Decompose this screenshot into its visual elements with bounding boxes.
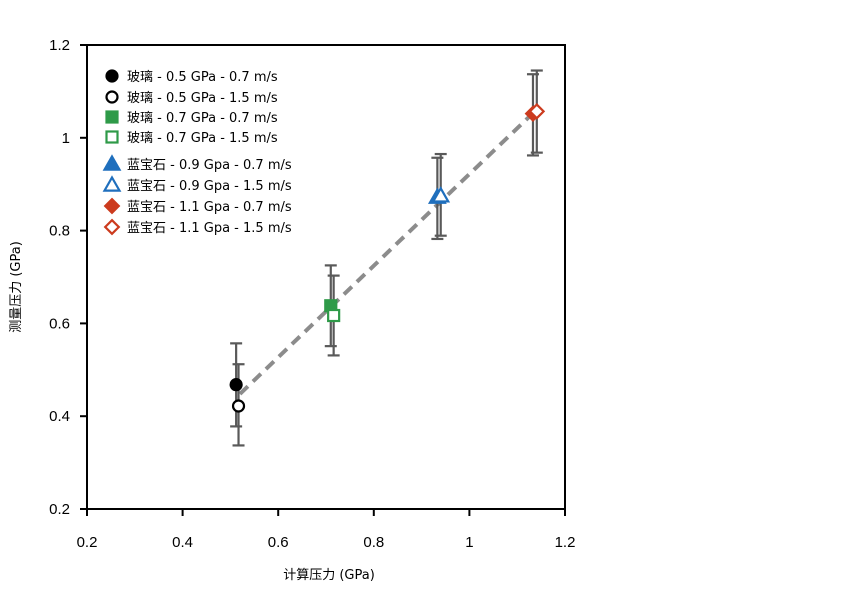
data-point bbox=[229, 378, 243, 392]
x-tick-label: 1.2 bbox=[555, 534, 576, 551]
data-point bbox=[231, 399, 246, 413]
legend-marker bbox=[103, 197, 121, 215]
x-tick-label: 0.8 bbox=[363, 534, 384, 551]
legend-label: 蓝宝石 - 0.9 Gpa - 1.5 m/s bbox=[127, 179, 292, 194]
x-tick-label: 0.2 bbox=[77, 534, 98, 551]
legend-marker bbox=[103, 218, 121, 236]
data-point bbox=[327, 308, 341, 323]
y-tick-label: 0.8 bbox=[49, 223, 70, 240]
y-tick-label: 0.2 bbox=[49, 501, 70, 518]
legend-label: 玻璃 - 0.7 GPa - 1.5 m/s bbox=[127, 131, 278, 146]
y-tick-label: 0.4 bbox=[49, 408, 70, 425]
x-axis-title: 计算压力 (GPa) bbox=[283, 568, 375, 583]
legend-label: 蓝宝石 - 1.1 Gpa - 0.7 m/s bbox=[127, 200, 292, 215]
x-tick-label: 0.4 bbox=[172, 534, 193, 551]
y-tick-label: 1.2 bbox=[49, 37, 70, 54]
legend-marker bbox=[105, 90, 119, 104]
legend-marker bbox=[105, 130, 119, 144]
y-tick-label: 0.6 bbox=[49, 315, 70, 332]
legend-marker bbox=[102, 175, 122, 192]
legend-label: 蓝宝石 - 0.9 Gpa - 0.7 m/s bbox=[127, 158, 292, 173]
legend-label: 玻璃 - 0.7 GPa - 0.7 m/s bbox=[127, 111, 278, 126]
y-axis-title: 测量压力 (GPa) bbox=[9, 241, 24, 333]
legend-marker bbox=[105, 69, 119, 83]
trend-line bbox=[238, 108, 538, 396]
legend-marker bbox=[105, 110, 119, 124]
legend-marker bbox=[102, 154, 122, 171]
plot-area-frame bbox=[86, 44, 566, 510]
legend-label: 玻璃 - 0.5 GPa - 1.5 m/s bbox=[127, 91, 278, 106]
y-tick-label: 1 bbox=[62, 130, 70, 147]
data-point bbox=[528, 102, 546, 120]
data-point bbox=[431, 186, 451, 203]
legend-label: 玻璃 - 0.5 GPa - 0.7 m/s bbox=[127, 70, 278, 85]
x-tick-label: 1 bbox=[465, 534, 473, 551]
legend-label: 蓝宝石 - 1.1 Gpa - 1.5 m/s bbox=[127, 221, 292, 236]
x-tick-label: 0.6 bbox=[268, 534, 289, 551]
